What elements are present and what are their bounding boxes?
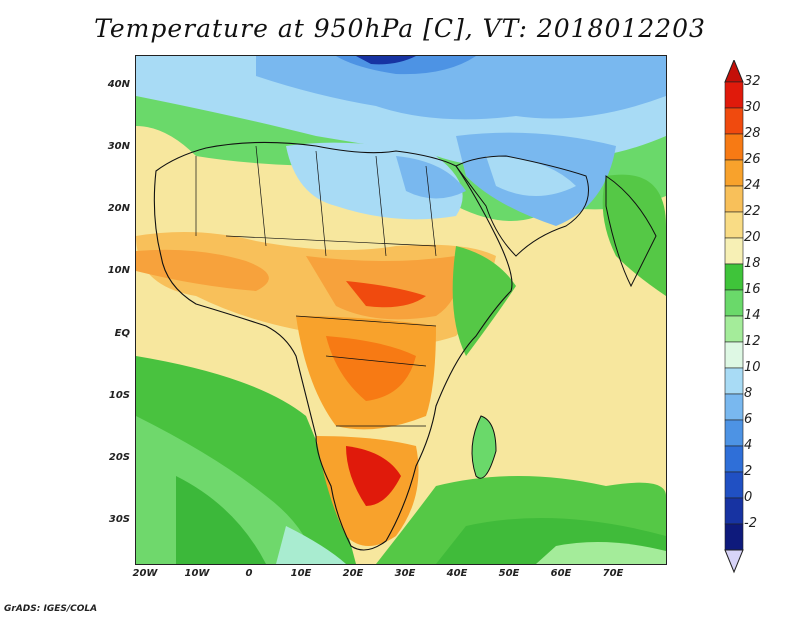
lon-label-30e: 30E (394, 568, 416, 579)
colorbar-label: 24 (744, 178, 761, 193)
colorbar-swatch (724, 133, 744, 161)
lon-label-20e: 20E (342, 568, 364, 579)
colorbar-top-arrow (724, 60, 744, 83)
colorbar-label: 26 (744, 152, 761, 167)
colorbar-swatch (724, 341, 744, 369)
lat-label-30s: 30S (108, 514, 130, 525)
credit-text: GrADS: IGES/COLA (4, 604, 98, 614)
colorbar-label: 32 (744, 74, 761, 89)
lon-label-20w: 20W (132, 568, 158, 579)
lat-label-eq: EQ (114, 328, 130, 339)
lon-label-0: 0 (245, 568, 253, 579)
colorbar-label: 4 (744, 438, 753, 453)
colorbar-swatch (724, 367, 744, 395)
colorbar-label: 10 (744, 360, 761, 375)
colorbar-swatch (724, 393, 744, 421)
lon-label-60e: 60E (550, 568, 572, 579)
lat-label-20s: 20S (108, 452, 130, 463)
colorbar-swatch (724, 445, 744, 473)
colorbar-label: 12 (744, 334, 761, 349)
colorbar-swatch (724, 497, 744, 525)
colorbar-label: 30 (744, 100, 761, 115)
colorbar-swatch (724, 523, 744, 551)
colorbar-label: 8 (744, 386, 753, 401)
lat-label-30n: 30N (107, 141, 130, 152)
colorbar-swatch (724, 289, 744, 317)
colorbar-label: 28 (744, 126, 761, 141)
colorbar-label: 16 (744, 282, 761, 297)
colorbar-label: 14 (744, 308, 761, 323)
colorbar (724, 60, 744, 574)
colorbar-label: 2 (744, 464, 753, 479)
temperature-map (135, 55, 667, 565)
colorbar-label: 18 (744, 256, 761, 271)
colorbar-swatch (724, 419, 744, 447)
colorbar-swatch (724, 471, 744, 499)
colorbar-label: 20 (744, 230, 761, 245)
lat-label-10n: 10N (107, 265, 130, 276)
colorbar-swatch (724, 159, 744, 187)
colorbar-swatch (724, 107, 744, 135)
colorbar-swatch (724, 263, 744, 291)
colorbar-swatch (724, 185, 744, 213)
lat-label-10s: 10S (108, 390, 130, 401)
colorbar-swatch (724, 315, 744, 343)
lon-label-50e: 50E (498, 568, 520, 579)
colorbar-label: 6 (744, 412, 753, 427)
lon-label-40e: 40E (446, 568, 468, 579)
lat-label-20n: 20N (107, 203, 130, 214)
map-canvas (136, 56, 666, 564)
colorbar-label: 0 (744, 490, 753, 505)
lon-label-10w: 10W (184, 568, 210, 579)
colorbar-swatch (724, 211, 744, 239)
lon-label-70e: 70E (602, 568, 624, 579)
colorbar-bottom-arrow (724, 549, 744, 574)
colorbar-label: 22 (744, 204, 761, 219)
colorbar-label: -2 (744, 516, 757, 531)
colorbar-swatch (724, 237, 744, 265)
lon-label-10e: 10E (290, 568, 312, 579)
colorbar-swatch (724, 81, 744, 109)
lat-label-40n: 40N (107, 79, 130, 90)
map-title: Temperature at 950hPa [C], VT: 201801220… (94, 14, 706, 43)
